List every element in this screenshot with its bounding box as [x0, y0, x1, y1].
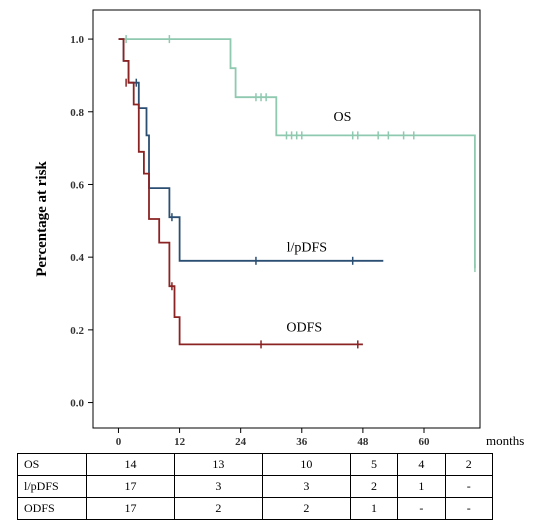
y-axis-ticks: 0.0 0.2 0.4 0.6 0.8 1.0: [70, 34, 93, 410]
table-cell: 3: [261, 475, 351, 498]
series-line-l-pdfs: [118, 38, 384, 262]
x-axis-ticks: 0 12 24 36 48 60: [116, 428, 430, 448]
table-cell: 13: [173, 453, 263, 476]
x-tick-label: 24: [235, 436, 247, 448]
series-label: ODFS: [286, 321, 322, 336]
table-cell: 17: [86, 497, 175, 520]
table-cell: -: [397, 497, 446, 520]
table-cell: 14: [86, 453, 175, 476]
table-row: ODFS 17 2 2 1 - -: [17, 497, 494, 520]
series-label: OS: [334, 110, 352, 125]
table-row: OS 14 13 10 5 4 2: [17, 453, 494, 476]
table-cell: 2: [444, 453, 494, 476]
table-cell: 1: [349, 497, 399, 520]
x-tick-label: 60: [418, 436, 430, 448]
table-cell: -: [444, 475, 494, 498]
x-axis-unit-label: months: [486, 433, 524, 448]
y-tick-label: 0.2: [70, 325, 84, 337]
series-line-os: [118, 38, 476, 269]
y-tick-label: 0.6: [70, 179, 84, 191]
table-cell: 2: [173, 497, 263, 520]
row-name: OS: [17, 453, 87, 476]
survival-curves: [118, 35, 476, 349]
series-label: l/pDFS: [287, 241, 327, 256]
survival-chart: 0.00.20.40.60.81.0 0 12 24 36 48 60 OSl/pDFSO…: [34, 9, 524, 448]
row-name: ODFS: [17, 497, 87, 520]
number-at-risk-table: OS 14 13 10 5 4 2 l/pDFS 17 3 3 2 1 - OD…: [17, 453, 494, 520]
table-cell: 1: [397, 475, 446, 498]
x-tick-label: 36: [296, 436, 308, 448]
y-tick-label: 0.4: [70, 252, 84, 264]
y-tick-label: 1.0: [70, 34, 84, 46]
plot-frame: [92, 9, 481, 429]
x-tick-label: 12: [174, 436, 186, 448]
series-labels: OS l/pDFS ODFS: [286, 110, 351, 336]
table-cell: -: [444, 497, 494, 520]
table-cell: 4: [397, 453, 446, 476]
table-cell: 5: [349, 453, 399, 476]
table-cell: 17: [86, 475, 175, 498]
table-cell: 2: [261, 497, 351, 520]
table-cell: 2: [349, 475, 399, 498]
series-line-odfs: [118, 38, 363, 346]
table-cell: 3: [173, 475, 263, 498]
y-tick-label: 0.8: [70, 107, 84, 119]
row-name: l/pDFS: [17, 475, 87, 498]
y-tick-label: 0.0: [70, 398, 84, 410]
y-axis-label: Percentage at risk: [34, 161, 50, 277]
table-row: l/pDFS 17 3 3 2 1 -: [17, 475, 494, 498]
table-cell: 10: [261, 453, 351, 476]
x-tick-label: 0: [116, 436, 122, 448]
x-tick-label: 48: [357, 436, 369, 448]
